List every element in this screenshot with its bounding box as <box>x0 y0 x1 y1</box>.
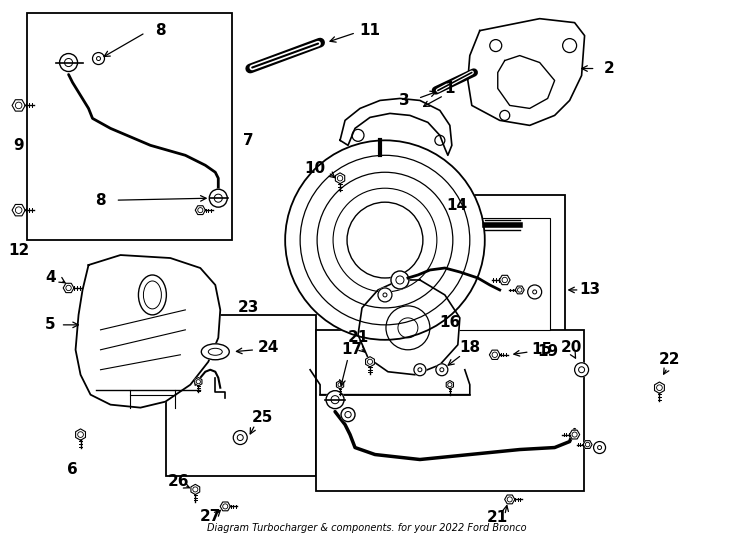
Polygon shape <box>340 98 452 156</box>
Text: 3: 3 <box>399 93 410 108</box>
Polygon shape <box>490 350 500 360</box>
Polygon shape <box>505 495 515 504</box>
Polygon shape <box>515 286 524 294</box>
Text: 8: 8 <box>95 193 106 208</box>
Circle shape <box>326 390 344 409</box>
Polygon shape <box>195 377 202 386</box>
Circle shape <box>378 288 392 302</box>
Circle shape <box>575 363 589 377</box>
Circle shape <box>391 271 409 289</box>
Circle shape <box>347 202 423 278</box>
Polygon shape <box>499 275 510 285</box>
Polygon shape <box>195 206 206 214</box>
Text: 24: 24 <box>258 340 279 355</box>
Text: 9: 9 <box>13 138 24 153</box>
Text: 1: 1 <box>445 81 455 96</box>
Circle shape <box>59 53 78 71</box>
Polygon shape <box>76 429 85 440</box>
Text: 14: 14 <box>446 198 468 213</box>
Polygon shape <box>655 382 664 393</box>
Text: 6: 6 <box>68 462 78 477</box>
Text: Diagram Turbocharger & components. for your 2022 Ford Bronco: Diagram Turbocharger & components. for y… <box>207 523 527 534</box>
Text: 20: 20 <box>561 340 582 355</box>
Text: 13: 13 <box>579 282 600 298</box>
Polygon shape <box>63 284 74 293</box>
Text: 10: 10 <box>305 161 326 176</box>
Text: 8: 8 <box>155 23 166 38</box>
Polygon shape <box>468 19 584 125</box>
Circle shape <box>92 52 104 64</box>
Polygon shape <box>335 173 345 184</box>
Text: 21: 21 <box>487 510 509 525</box>
Circle shape <box>341 408 355 422</box>
Text: 27: 27 <box>200 509 221 524</box>
Text: 18: 18 <box>459 340 480 355</box>
Text: 23: 23 <box>238 300 259 315</box>
Text: 11: 11 <box>360 23 380 38</box>
Text: 17: 17 <box>341 342 363 357</box>
Polygon shape <box>358 280 459 375</box>
Text: 19: 19 <box>537 345 559 359</box>
Polygon shape <box>191 484 200 495</box>
Circle shape <box>209 189 228 207</box>
Circle shape <box>233 430 247 444</box>
Polygon shape <box>583 441 592 448</box>
Polygon shape <box>12 205 25 216</box>
Text: 15: 15 <box>531 342 552 357</box>
Polygon shape <box>76 255 220 408</box>
Bar <box>26 12 232 240</box>
Bar <box>316 330 584 491</box>
Polygon shape <box>336 381 344 389</box>
Ellipse shape <box>201 344 229 360</box>
Circle shape <box>594 442 606 454</box>
Bar <box>360 195 564 340</box>
Text: 25: 25 <box>252 410 273 425</box>
Text: 16: 16 <box>439 315 460 330</box>
Text: 2: 2 <box>604 61 615 76</box>
Polygon shape <box>570 430 580 439</box>
Text: 5: 5 <box>46 318 56 332</box>
Polygon shape <box>12 100 25 111</box>
Text: 4: 4 <box>46 271 56 286</box>
Text: 22: 22 <box>658 352 680 367</box>
Text: 7: 7 <box>243 133 253 148</box>
Text: 12: 12 <box>8 242 29 258</box>
Text: 26: 26 <box>167 474 189 489</box>
Bar <box>167 315 316 476</box>
Polygon shape <box>220 502 230 511</box>
Circle shape <box>285 140 484 340</box>
Text: 21: 21 <box>347 330 368 345</box>
Polygon shape <box>446 381 454 389</box>
Circle shape <box>436 364 448 376</box>
Bar <box>370 218 550 330</box>
Polygon shape <box>366 357 374 367</box>
Circle shape <box>528 285 542 299</box>
Circle shape <box>414 364 426 376</box>
